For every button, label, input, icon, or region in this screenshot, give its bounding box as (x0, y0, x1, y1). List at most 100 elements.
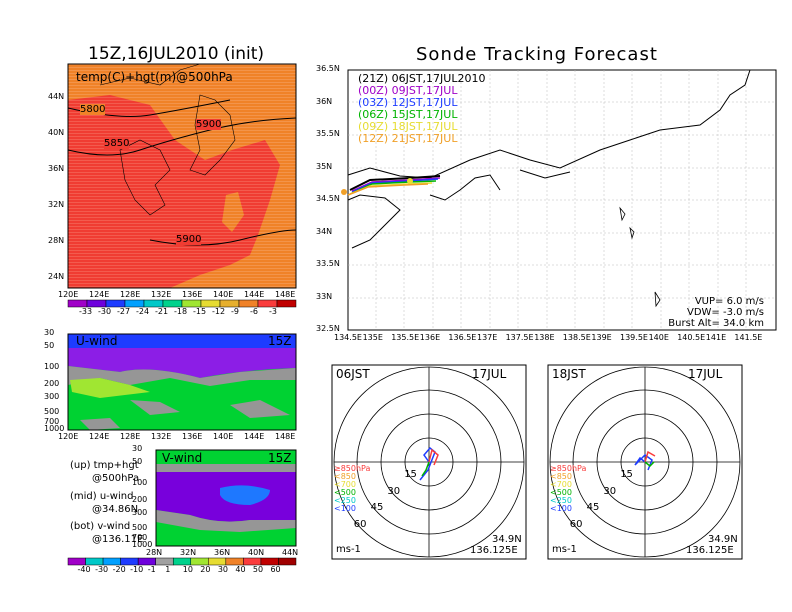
level-label: <700 (550, 480, 572, 489)
pressure-tick-label: 500 (132, 523, 148, 532)
track-run-label: (03Z) 12JST,17JUL (358, 96, 458, 109)
pressure-tick-label: 100 (132, 478, 148, 487)
lat-tick-label: 32.5N (316, 324, 340, 333)
lon-tick-label: 136E (182, 290, 203, 299)
lon-tick-label: 128E (120, 290, 141, 299)
ring-label: 30 (387, 485, 401, 497)
vwind-colorbar (67, 557, 297, 566)
pressure-tick-label: 500 (44, 407, 60, 416)
map500-cool-patch (222, 192, 244, 232)
lon-tick-label: 137E (477, 333, 498, 342)
pressure-tick-label: 200 (132, 495, 148, 504)
lon-tick-label: 132E (151, 290, 172, 299)
lat-tick-label: 36.5N (316, 64, 340, 73)
right-title: Sonde Tracking Forecast (416, 44, 658, 65)
hodo-right-loc2: 136.125E (686, 545, 734, 556)
track-run-label: (06Z) 15JST,17JUL (358, 108, 458, 121)
lon-tick-label: 140E (648, 333, 669, 342)
colorbar-swatch (257, 299, 278, 308)
colorbar-label: -15 (193, 307, 207, 316)
track-grid (348, 70, 776, 330)
colorbar-label: -30 (98, 307, 112, 316)
ring-label: 15 (620, 468, 633, 480)
lon-tick-label: 136E (419, 333, 441, 342)
level-label: <850 (334, 472, 356, 481)
colorbar-label: -21 (155, 307, 169, 316)
pressure-tick-label: 30 (132, 444, 143, 453)
hodo-right-time: 18JST (552, 367, 586, 381)
lon-tick-label: 141.5E (734, 333, 763, 342)
vwind-label: V-wind (162, 451, 203, 465)
lat-tick-label: 32N (180, 548, 197, 557)
colorbar-label: -30 (95, 565, 109, 574)
lon-tick-label: 132E (151, 432, 172, 441)
lat-tick-label: 35.5N (316, 129, 340, 138)
hodo-left-panel (331, 364, 527, 560)
level-label: <250 (334, 496, 356, 505)
lat-tick-label: 36N (48, 164, 65, 173)
lat-tick-label: 34.5N (316, 194, 340, 203)
track-header: (21Z) 06JST,17JUL2010 (358, 72, 486, 85)
colorbar-swatch (208, 557, 227, 566)
level-label: ≥850hPa (550, 464, 587, 473)
lon-tick-label: 139.5E (620, 333, 648, 342)
track-island-small (619, 206, 661, 308)
uwind-label: U-wind (76, 334, 118, 348)
track-panel (341, 69, 777, 331)
colorbar-label: 10 (182, 565, 193, 574)
colorbar-label: -9 (231, 307, 239, 316)
lat-tick-label: 33N (316, 291, 333, 301)
colorbar-label: 1 (165, 565, 171, 574)
legend-bot: (bot) v-wind (70, 521, 131, 532)
legend-up: (up) tmp+hgt (70, 460, 139, 471)
ring-label: 45 (370, 502, 384, 514)
colorbar-swatch (67, 299, 88, 308)
colorbar-swatch (225, 557, 244, 566)
colorbar-label: -18 (174, 307, 188, 316)
lat-tick-label: 35N (316, 161, 333, 171)
pressure-tick-label: 200 (44, 379, 60, 388)
contour-label: 5800 (80, 104, 106, 115)
colorbar-swatch (155, 557, 174, 566)
lon-tick-label: 120E (58, 432, 79, 441)
colorbar-swatch (67, 557, 86, 566)
pressure-tick-label: 1000 (44, 424, 65, 433)
colorbar-swatch (181, 299, 202, 308)
lon-tick-label: 144E (244, 432, 265, 441)
lon-tick-label: 134.5E (334, 333, 362, 342)
colorbar-label: 60 (270, 565, 281, 574)
level-label: <100 (334, 504, 356, 513)
pressure-tick-label: 50 (44, 341, 55, 350)
lat-tick-label: 24N (48, 272, 65, 281)
param-vdw: VDW= -3.0 m/s (687, 307, 764, 318)
colorbar-label: -12 (212, 307, 226, 316)
map500-colorbar (67, 299, 297, 308)
colorbar-label: -10 (130, 565, 144, 574)
map500-coast (99, 63, 236, 216)
lat-tick-label: 32N (48, 200, 65, 209)
hodo-right-panel (547, 364, 743, 560)
colorbar-swatch (162, 299, 183, 308)
contour-label: 5900 (196, 119, 222, 130)
uwind-time: 15Z (268, 334, 292, 348)
lat-tick-label: 36N (214, 548, 231, 557)
hodo-right-loc1: 34.9N (708, 534, 738, 545)
legend-mid2: @34.86N (92, 504, 139, 515)
track-run-label: (00Z) 09JST,17JUL (358, 84, 458, 97)
colorbar-label: -3 (269, 307, 277, 316)
hodo-right-date: 17JUL (688, 367, 723, 381)
lat-tick-label: 28N (48, 236, 65, 245)
hodo-right-unit: ms-1 (552, 544, 577, 555)
contour-label: 5900 (176, 234, 202, 245)
track-run-label: (09Z) 18JST,17JUL (358, 120, 458, 133)
lat-tick-label: 33.5N (316, 259, 340, 268)
colorbar-label: -1 (147, 565, 156, 574)
lat-tick-label: 34N (316, 226, 333, 236)
level-label: <250 (550, 496, 572, 505)
legend-up2: @500hPa (92, 473, 140, 484)
lat-tick-label: 40N (48, 128, 65, 137)
vwind-time: 15Z (268, 451, 292, 465)
level-label: <500 (334, 488, 356, 497)
pressure-tick-label: 700 (44, 417, 60, 426)
lon-tick-label: 140E (213, 432, 234, 441)
